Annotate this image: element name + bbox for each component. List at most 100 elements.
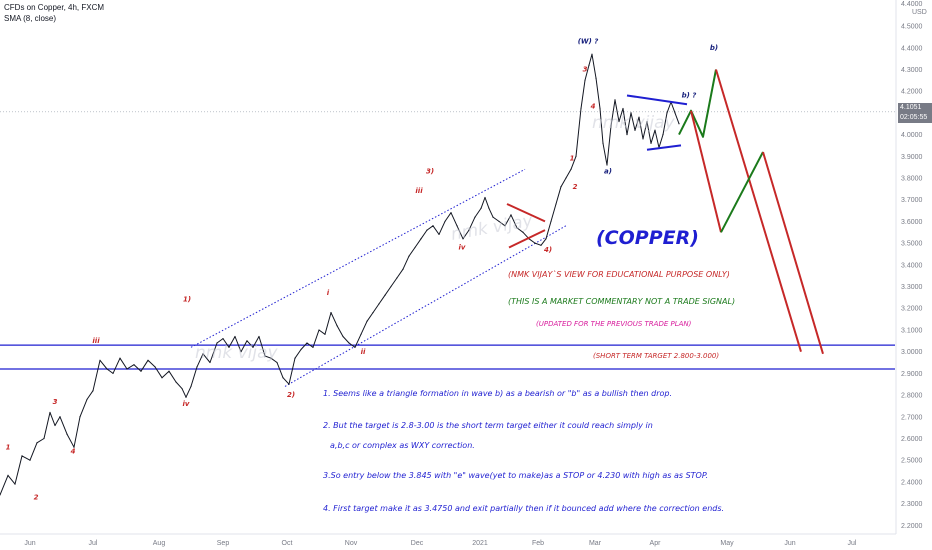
time-tick-label: Sep bbox=[217, 540, 230, 547]
price-point bbox=[99, 359, 101, 361]
price-point bbox=[474, 216, 476, 218]
chart-title: CFDs on Copper, 4h, FXCM bbox=[4, 3, 105, 12]
copper-label: (COPPER) bbox=[596, 227, 699, 249]
price-point bbox=[492, 216, 494, 218]
price-point bbox=[570, 168, 572, 170]
wave-label: iv bbox=[459, 244, 466, 252]
price-point bbox=[674, 112, 676, 114]
price-point bbox=[606, 164, 608, 166]
price-point bbox=[168, 370, 170, 372]
price-point bbox=[408, 255, 410, 257]
price-point bbox=[516, 227, 518, 229]
price-point bbox=[378, 303, 380, 305]
price-point bbox=[630, 112, 632, 114]
price-point bbox=[488, 207, 490, 209]
wave-label: 4 bbox=[71, 448, 76, 456]
price-tick-label: 2.5000 bbox=[901, 458, 923, 465]
price-point bbox=[175, 381, 177, 383]
price-point bbox=[414, 246, 416, 249]
price-point bbox=[534, 242, 536, 244]
wave-label: 1 bbox=[6, 443, 11, 451]
price-point bbox=[550, 220, 552, 223]
price-point bbox=[112, 372, 114, 374]
projection-line-2 bbox=[690, 110, 722, 233]
time-tick-label: 2021 bbox=[472, 540, 488, 547]
price-point bbox=[484, 196, 486, 199]
price-point bbox=[646, 120, 648, 123]
price-tick-label: 4.5000 bbox=[901, 24, 923, 31]
price-point bbox=[185, 396, 187, 398]
wave-label: 3 bbox=[53, 398, 58, 406]
price-point bbox=[54, 424, 56, 427]
price-point bbox=[426, 229, 428, 231]
horizontal-lines-layer bbox=[0, 111, 895, 370]
price-point bbox=[86, 398, 88, 401]
price-point bbox=[360, 333, 362, 335]
price-point bbox=[610, 125, 612, 127]
watermark-3: nmk vijay bbox=[592, 113, 676, 133]
price-point bbox=[510, 214, 512, 216]
wave-label: iii bbox=[92, 337, 100, 345]
price-point bbox=[181, 387, 183, 390]
price-point bbox=[348, 342, 350, 344]
price-point bbox=[312, 346, 314, 348]
price-tick-label: 2.7000 bbox=[901, 414, 923, 421]
wave-label: 1) bbox=[183, 296, 191, 304]
price-point bbox=[306, 342, 308, 344]
price-point bbox=[318, 329, 320, 331]
price-point bbox=[0, 494, 1, 496]
wave-label: (W) ? bbox=[578, 37, 599, 45]
price-point bbox=[133, 364, 135, 366]
price-point bbox=[29, 459, 31, 461]
triangle-line-3 bbox=[506, 203, 546, 223]
price-point bbox=[119, 357, 121, 359]
price-tick-label: 4.0000 bbox=[901, 132, 923, 139]
price-point bbox=[626, 133, 628, 136]
price-point bbox=[73, 446, 75, 448]
price-point bbox=[560, 186, 562, 188]
price-point bbox=[79, 416, 81, 418]
indicator-legend[interactable]: SMA (8, close) bbox=[4, 14, 57, 23]
price-point bbox=[154, 366, 156, 368]
price-point bbox=[147, 359, 149, 361]
target-note: (SHORT TERM TARGET 2.800-3.000) bbox=[593, 352, 719, 360]
price-point bbox=[372, 311, 374, 314]
price-point bbox=[462, 238, 464, 240]
price-tick-label: 4.3000 bbox=[901, 67, 923, 74]
price-axis[interactable]: 4.4000 USD 4.50004.40004.30004.20004.100… bbox=[895, 0, 932, 534]
price-point bbox=[678, 123, 680, 125]
wave-label: 2 bbox=[573, 183, 578, 191]
time-tick-label: Aug bbox=[153, 540, 166, 547]
price-point bbox=[420, 238, 422, 240]
time-axis-background bbox=[0, 534, 932, 550]
price-point bbox=[540, 244, 542, 246]
price-point bbox=[202, 353, 204, 355]
price-point bbox=[21, 455, 23, 457]
watermark-1: nmk vijay bbox=[195, 343, 279, 363]
triangle-line-4 bbox=[508, 229, 546, 249]
price-point bbox=[650, 142, 652, 144]
price-point bbox=[584, 79, 586, 81]
price-point bbox=[258, 335, 260, 338]
price-point bbox=[444, 220, 446, 223]
price-point bbox=[354, 346, 356, 348]
wave-label: 1 bbox=[570, 155, 575, 163]
annotations-layer: nmk vijay nmk vijay nmk vijay (COPPER) (… bbox=[195, 113, 735, 513]
price-point bbox=[324, 333, 326, 335]
price-point bbox=[456, 225, 458, 227]
time-axis[interactable]: Jun Jul Aug Sep Oct Nov Dec 2021 Feb Mar Apr May Jun… bbox=[0, 533, 932, 550]
price-point bbox=[59, 416, 61, 418]
price-point bbox=[591, 53, 593, 55]
price-point bbox=[330, 311, 332, 314]
price-point bbox=[602, 142, 604, 144]
commentary-note: (THIS IS A MARKET COMMENTARY NOT A TRADE… bbox=[508, 297, 735, 306]
price-point bbox=[49, 411, 51, 414]
wave-label: b) ? bbox=[682, 92, 697, 100]
price-point bbox=[234, 335, 236, 338]
price-tick-label: 3.6000 bbox=[901, 219, 923, 226]
price-point bbox=[390, 285, 392, 288]
wave-label: b) bbox=[710, 44, 718, 52]
price-tick-label: 3.0000 bbox=[901, 349, 923, 356]
